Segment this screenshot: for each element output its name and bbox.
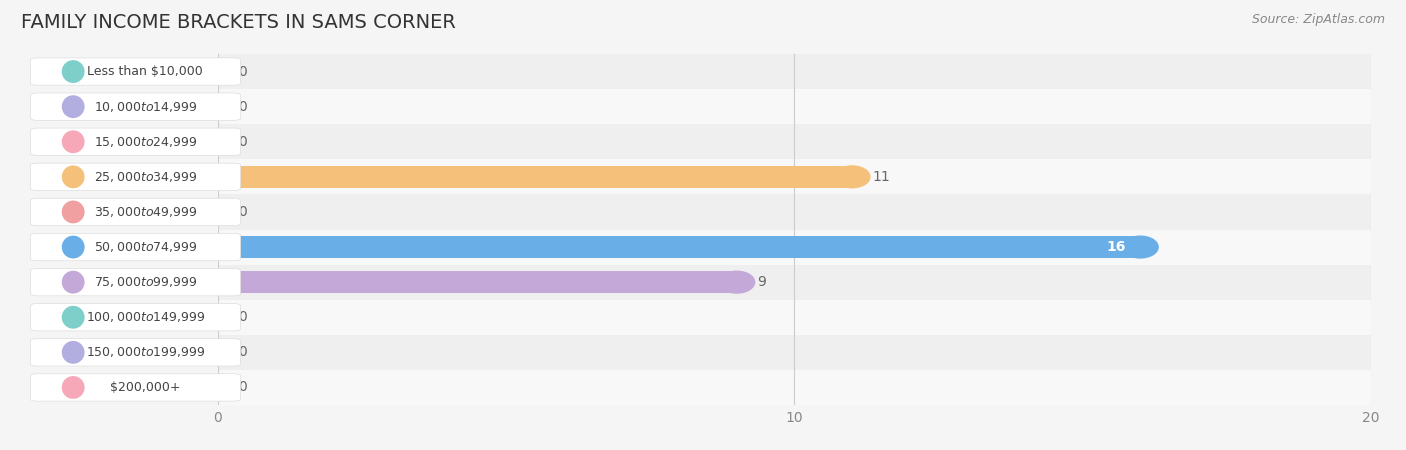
Text: 0: 0 [238, 135, 247, 149]
Circle shape [200, 236, 236, 258]
Circle shape [200, 271, 236, 293]
Text: 16: 16 [1107, 240, 1126, 254]
Text: $150,000 to $199,999: $150,000 to $199,999 [86, 345, 205, 360]
Bar [0, 300, 1406, 335]
Bar [0, 124, 1406, 159]
Circle shape [718, 271, 755, 293]
Bar [0, 265, 1406, 300]
Text: $50,000 to $74,999: $50,000 to $74,999 [94, 240, 197, 254]
Bar [0, 370, 1406, 405]
Text: 0: 0 [238, 99, 247, 114]
Text: $75,000 to $99,999: $75,000 to $99,999 [94, 275, 197, 289]
Bar [218, 271, 737, 293]
Text: $15,000 to $24,999: $15,000 to $24,999 [94, 135, 197, 149]
Text: $35,000 to $49,999: $35,000 to $49,999 [94, 205, 197, 219]
Text: FAMILY INCOME BRACKETS IN SAMS CORNER: FAMILY INCOME BRACKETS IN SAMS CORNER [21, 14, 456, 32]
Bar [0, 335, 1406, 370]
Circle shape [1122, 236, 1159, 258]
Bar [218, 236, 1140, 258]
Text: 0: 0 [238, 310, 247, 324]
Text: 0: 0 [238, 64, 247, 79]
Circle shape [200, 166, 236, 188]
Text: 0: 0 [238, 380, 247, 395]
Bar [218, 166, 852, 188]
Text: $200,000+: $200,000+ [110, 381, 180, 394]
Text: 0: 0 [238, 205, 247, 219]
Text: 11: 11 [872, 170, 890, 184]
Bar [0, 54, 1406, 89]
Bar [0, 230, 1406, 265]
Bar [0, 89, 1406, 124]
Text: $10,000 to $14,999: $10,000 to $14,999 [94, 99, 197, 114]
Text: 0: 0 [238, 345, 247, 360]
Text: Less than $10,000: Less than $10,000 [87, 65, 204, 78]
Bar [0, 159, 1406, 194]
Text: 9: 9 [756, 275, 766, 289]
Bar [0, 194, 1406, 230]
Text: $25,000 to $34,999: $25,000 to $34,999 [94, 170, 197, 184]
Circle shape [834, 166, 870, 188]
Text: $100,000 to $149,999: $100,000 to $149,999 [86, 310, 205, 324]
Text: Source: ZipAtlas.com: Source: ZipAtlas.com [1251, 14, 1385, 27]
